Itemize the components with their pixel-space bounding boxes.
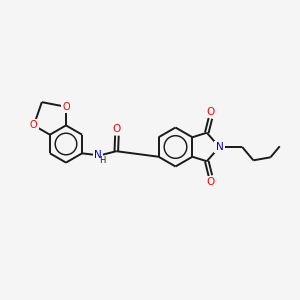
Text: O: O — [30, 120, 38, 130]
Text: O: O — [113, 124, 121, 134]
Text: O: O — [206, 107, 214, 117]
Text: O: O — [206, 177, 214, 187]
Text: H: H — [99, 156, 105, 165]
Text: O: O — [62, 102, 70, 112]
Text: N: N — [215, 142, 223, 152]
Text: N: N — [94, 150, 102, 160]
